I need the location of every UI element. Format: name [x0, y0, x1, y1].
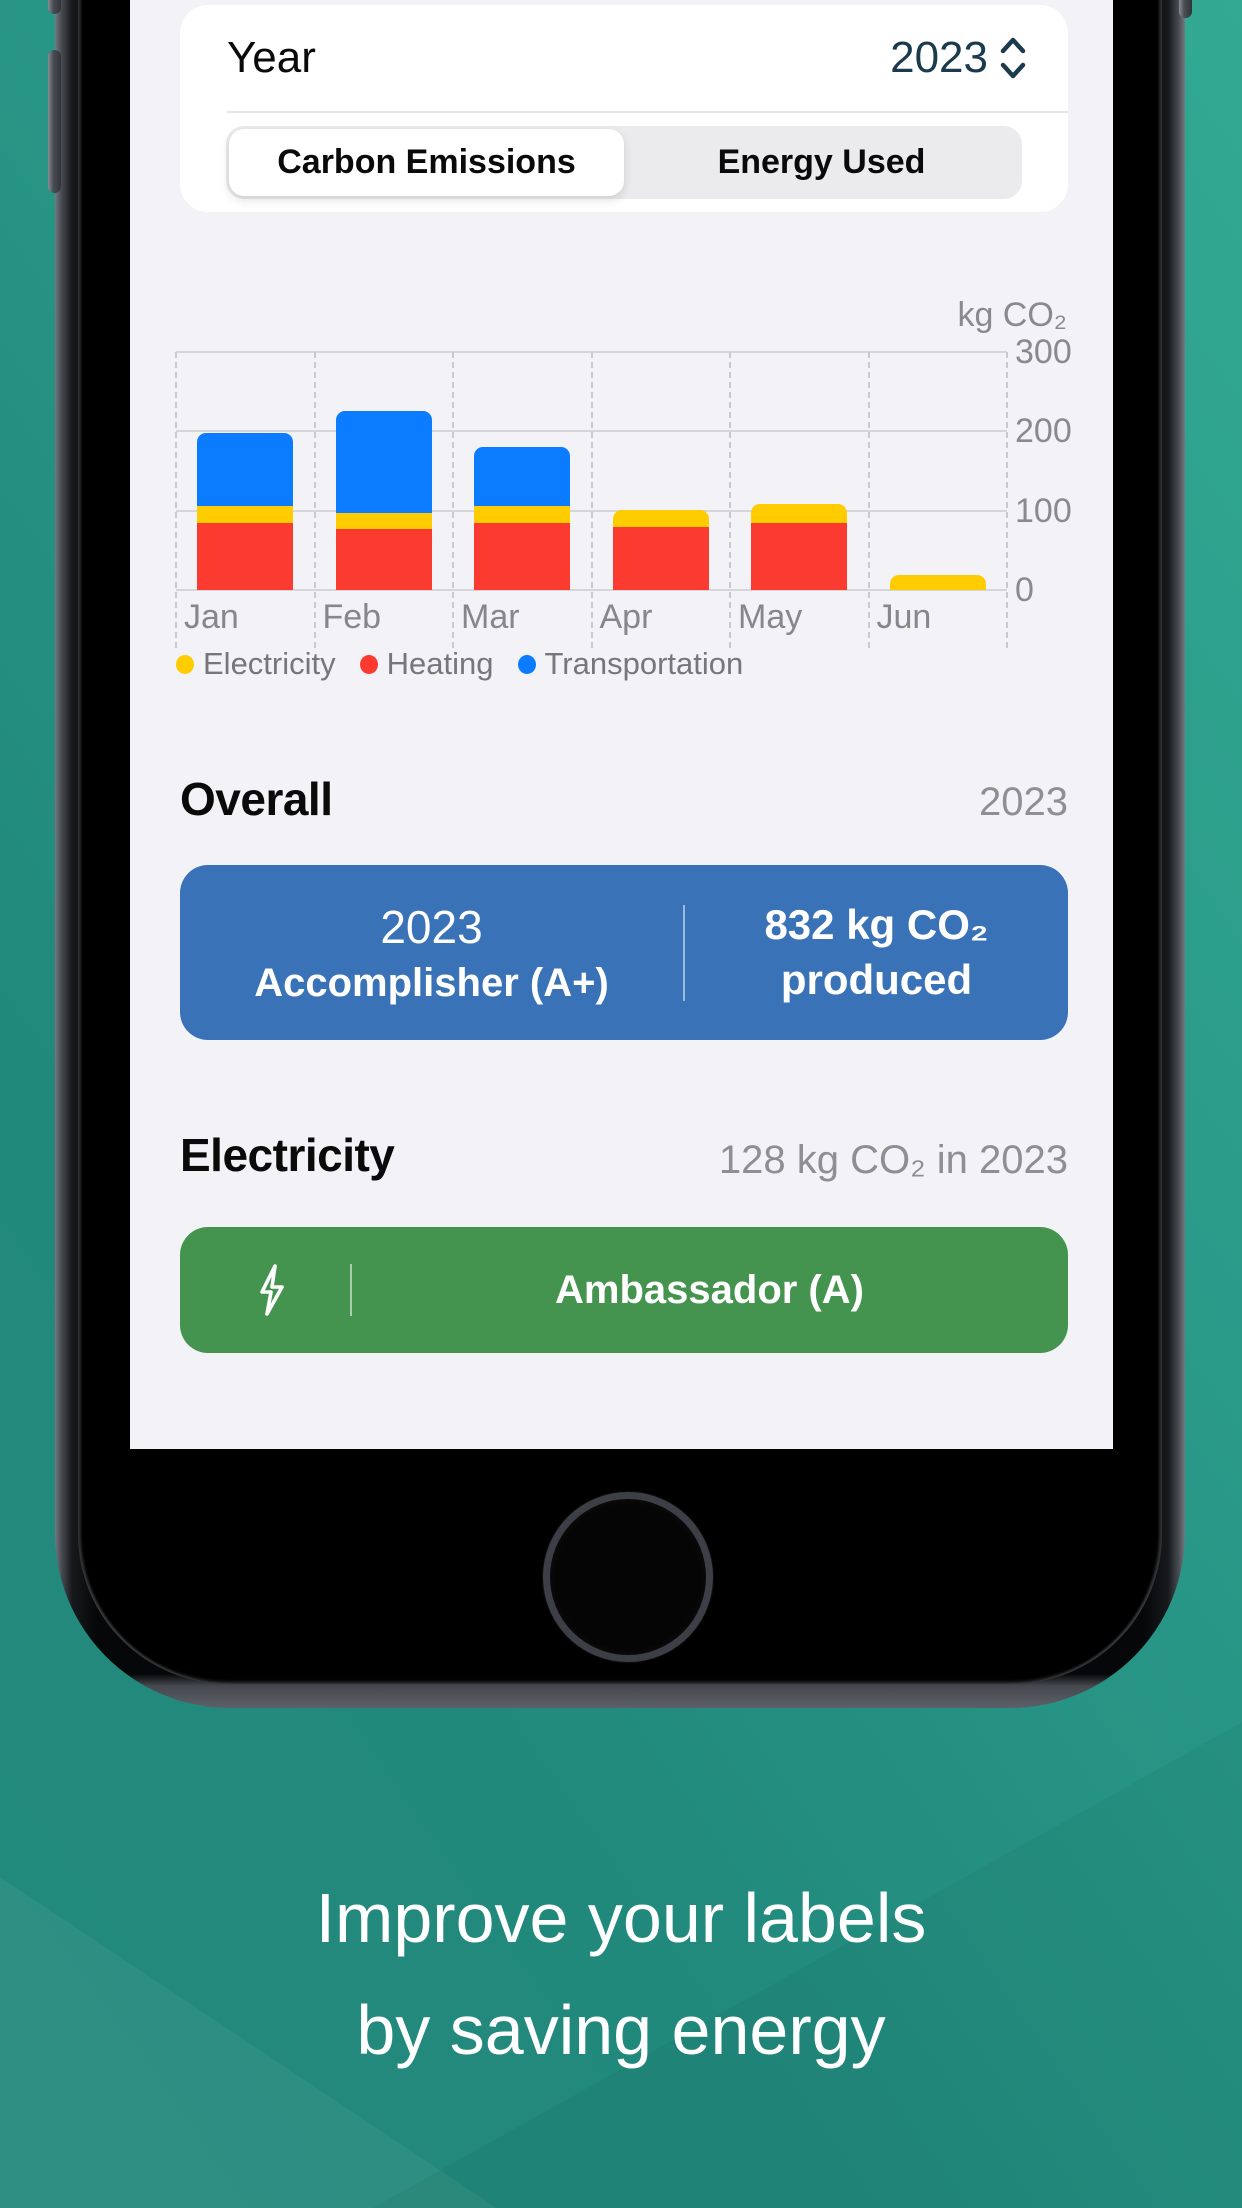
- bar-segment-transportation-mar: [474, 447, 571, 506]
- gridline-vertical-dashed: [1006, 352, 1008, 648]
- overall-value-line1: 832 kg CO₂: [764, 901, 989, 948]
- chart-bar-jan: [197, 432, 294, 590]
- x-tick-label: May: [738, 598, 803, 636]
- chart-bar-jun: [889, 574, 986, 590]
- overall-card-right: 832 kg CO₂ produced: [685, 865, 1068, 1040]
- bolt-icon: [260, 1264, 284, 1316]
- overall-badge-title: 2023: [380, 900, 483, 953]
- overall-card[interactable]: 2023 Accomplisher (A+) 832 kg CO₂ produc…: [180, 865, 1068, 1040]
- marketing-caption: Improve your labels by saving energy: [0, 1862, 1242, 2086]
- bar-segment-electricity-jan: [197, 505, 294, 524]
- power-button[interactable]: [1179, 0, 1192, 18]
- gridline-vertical-dashed: [590, 352, 593, 648]
- electricity-card[interactable]: Ambassador (A): [180, 1227, 1068, 1353]
- gridline-vertical-dashed: [867, 352, 870, 648]
- caption-line2: by saving energy: [356, 1991, 886, 2069]
- chart-bar-apr: [612, 509, 709, 590]
- gridline-vertical-dashed: [313, 352, 316, 648]
- overall-period: 2023: [979, 780, 1068, 824]
- x-tick-label: Mar: [461, 598, 520, 636]
- y-tick-label: 0: [1015, 571, 1034, 609]
- overall-card-left: 2023 Accomplisher (A+): [180, 865, 683, 1040]
- app-screen: Year 2023 Carbon Emissions Energy Used: [130, 0, 1113, 1449]
- home-button[interactable]: [543, 1492, 713, 1662]
- gridline-vertical-dashed: [729, 352, 731, 648]
- year-card: Year 2023 Carbon Emissions Energy Used: [180, 5, 1068, 212]
- chart-bar-feb: [335, 410, 432, 590]
- x-tick-label: Feb: [322, 598, 382, 636]
- caption-line1: Improve your labels: [315, 1879, 927, 1957]
- chart-unit-label: kg CO₂: [957, 296, 1067, 334]
- bar-segment-heating-feb: [335, 528, 432, 590]
- chart-bar-may: [751, 504, 848, 590]
- bar-segment-electricity-mar: [474, 505, 571, 524]
- y-tick-label: 200: [1015, 412, 1072, 451]
- year-card-divider: [227, 111, 1068, 113]
- x-tick-label: Jan: [184, 598, 239, 636]
- volume-up-button[interactable]: [48, 0, 61, 14]
- gridline-vertical-dashed: [452, 352, 454, 648]
- legend-dot: [359, 654, 378, 674]
- legend-label: Transportation: [544, 646, 744, 681]
- tab-carbon-emissions[interactable]: Carbon Emissions: [229, 129, 624, 196]
- x-tick-label: Jun: [876, 598, 932, 636]
- chart-plot: [175, 351, 1008, 648]
- segmented-control: Carbon Emissions Energy Used: [226, 126, 1022, 199]
- overall-value-line2: produced: [780, 956, 973, 1003]
- bar-segment-heating-may: [751, 522, 848, 590]
- bar-segment-electricity-may: [751, 504, 848, 523]
- overall-badge-subtitle: Accomplisher (A+): [254, 960, 609, 1005]
- year-value: 2023: [890, 33, 988, 82]
- year-label: Year: [227, 33, 316, 82]
- phone-frame: Year 2023 Carbon Emissions Energy Used: [48, 0, 1192, 1708]
- year-row: Year 2023: [227, 5, 1028, 111]
- year-selector[interactable]: 2023: [890, 33, 1028, 83]
- electricity-heading: Electricity: [180, 1129, 395, 1181]
- bar-segment-heating-jan: [197, 523, 294, 590]
- bar-segment-electricity-feb: [335, 513, 432, 529]
- bar-segment-transportation-feb: [335, 410, 432, 513]
- legend-label: Heating: [386, 646, 494, 681]
- legend-item: Electricity: [176, 646, 336, 682]
- volume-down-button[interactable]: [48, 50, 61, 193]
- bar-segment-electricity-jun: [889, 574, 986, 590]
- y-tick-label: 100: [1015, 491, 1072, 530]
- bar-segment-heating-apr: [612, 527, 709, 590]
- overall-card-divider: [683, 904, 685, 1001]
- chart-legend: Electricity Heating Transportation: [176, 646, 743, 682]
- chevron-up-down-icon: [1000, 37, 1026, 79]
- gridline-vertical-dashed: [175, 352, 177, 648]
- y-tick-label: 300: [1015, 333, 1072, 371]
- legend-dot: [517, 654, 536, 674]
- legend-dot: [176, 654, 194, 674]
- chart-bar-mar: [474, 447, 571, 590]
- bar-segment-heating-mar: [474, 523, 571, 590]
- bar-segment-electricity-apr: [612, 509, 709, 528]
- tab-energy-used[interactable]: Energy Used: [717, 143, 926, 181]
- x-tick-label: Apr: [599, 598, 653, 636]
- electricity-card-divider: [350, 1264, 352, 1316]
- legend-item: Transportation: [517, 646, 744, 682]
- legend-item: Heating: [359, 646, 494, 682]
- legend-label: Electricity: [203, 646, 336, 681]
- overall-heading: Overall: [180, 773, 333, 825]
- electricity-value: 128 kg CO₂ in 2023: [718, 1138, 1068, 1182]
- bar-segment-transportation-jan: [197, 432, 294, 506]
- electricity-badge-label: Ambassador (A): [555, 1267, 864, 1312]
